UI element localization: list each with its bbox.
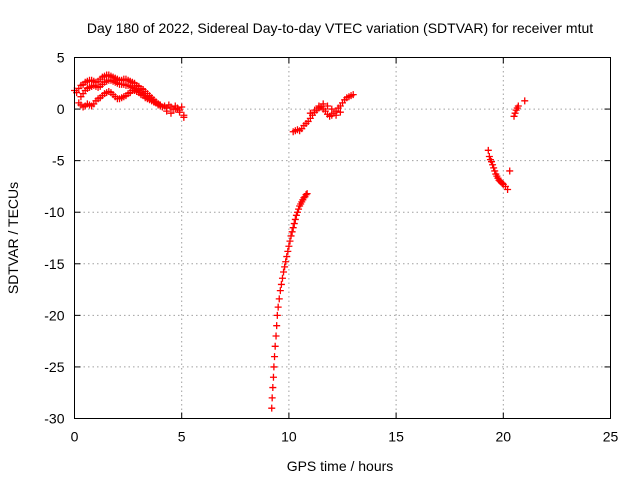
data-point (490, 164, 498, 172)
data-point (284, 247, 292, 255)
data-point (291, 215, 299, 223)
data-point (506, 167, 514, 175)
data-point (274, 303, 282, 311)
data-point (504, 186, 512, 194)
data-point (272, 332, 280, 340)
data-point (315, 102, 323, 110)
data-point (180, 113, 188, 121)
x-tick-labels: 0 5 10 15 20 25 (71, 429, 619, 445)
data-point (269, 384, 277, 392)
data-point (282, 258, 290, 266)
x-tick-label: 15 (388, 429, 404, 445)
data-point (514, 102, 522, 110)
y-tick-label: -30 (44, 411, 64, 427)
data-point (268, 404, 276, 412)
data-point (302, 191, 310, 199)
data-point (163, 107, 171, 115)
data-point (290, 220, 298, 228)
data-point (289, 224, 297, 232)
data-point (275, 295, 283, 303)
data-point (485, 153, 493, 161)
data-point (319, 100, 327, 108)
data-point (276, 287, 284, 295)
data-point (176, 108, 184, 116)
data-point (484, 146, 492, 154)
data-point (521, 97, 529, 105)
y-tick-label: -10 (44, 204, 64, 220)
data-point (281, 263, 289, 271)
y-tick-label: -20 (44, 307, 64, 323)
y-tick-label: -15 (44, 256, 64, 272)
data-point (167, 109, 175, 117)
data-point (292, 211, 300, 219)
data-point (286, 237, 294, 245)
x-tick-label: 0 (71, 429, 79, 445)
data-point (171, 105, 179, 113)
data-point (277, 280, 285, 288)
data-point (332, 111, 340, 119)
data-point (273, 311, 281, 319)
data-point (491, 167, 499, 175)
data-point (336, 108, 344, 116)
data-point (489, 161, 497, 169)
data-point (283, 253, 291, 261)
x-axis-label: GPS time / hours (287, 458, 394, 474)
data-point (511, 109, 519, 117)
chart-title: Day 180 of 2022, Sidereal Day-to-day VTE… (87, 20, 593, 36)
data-point (268, 394, 276, 402)
data-point (287, 232, 295, 240)
x-tick-label: 5 (178, 429, 186, 445)
data-point (288, 228, 296, 236)
data-point (178, 103, 186, 111)
data-point (306, 109, 314, 117)
y-tick-label: -25 (44, 359, 64, 375)
data-point (285, 242, 293, 250)
data-point (271, 342, 279, 350)
grid (74, 57, 611, 419)
x-tick-label: 10 (281, 429, 297, 445)
data-point (295, 205, 303, 213)
data-point (270, 363, 278, 371)
data-point (349, 91, 357, 99)
data-point (510, 112, 518, 120)
y-tick-label: 5 (57, 50, 65, 66)
data-point (269, 373, 277, 381)
data-point (271, 353, 279, 361)
x-tick-label: 20 (496, 429, 512, 445)
data-point (323, 102, 331, 110)
data-point (488, 158, 496, 166)
data-point (498, 179, 506, 187)
y-tick-labels: 5 0 -5 -10 -15 -20 -25 -30 (44, 50, 64, 427)
data-point (280, 268, 288, 276)
y-tick-label: -5 (52, 153, 65, 169)
x-tick-label: 25 (603, 429, 619, 445)
data-point (311, 106, 319, 114)
plot-frame (74, 57, 611, 419)
data-point (278, 274, 286, 282)
data-point (328, 105, 336, 113)
data-point (273, 322, 281, 330)
data-point (303, 190, 311, 198)
data-point (293, 208, 301, 216)
data-points (71, 71, 529, 412)
y-tick-label: 0 (57, 101, 65, 117)
y-axis-label: SDTVAR / TECUs (5, 182, 21, 294)
